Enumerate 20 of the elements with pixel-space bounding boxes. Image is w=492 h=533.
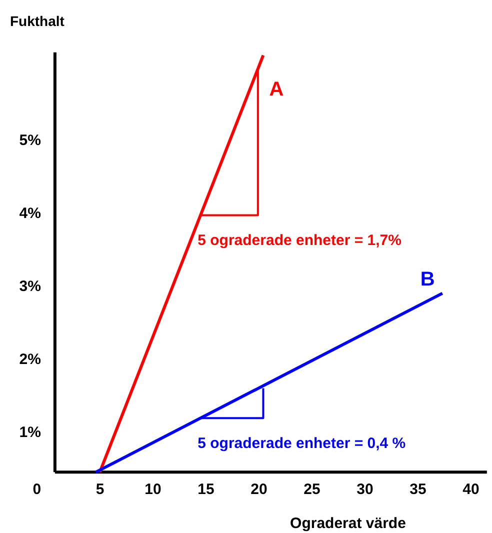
y-tick-label: 1% — [19, 424, 41, 441]
y-tick-label: 3% — [19, 278, 41, 295]
text: 0 — [32, 481, 42, 498]
x-tick-label: 10 — [144, 481, 162, 498]
annotation: 5 ograderade enheter = 1,7% — [198, 232, 402, 250]
x-tick-label: 35 — [410, 481, 426, 498]
x-tick-label: 30 — [356, 481, 374, 498]
x-tick-label: 15 — [198, 481, 214, 498]
series-label: B — [420, 268, 435, 290]
x-axis-title: Ograderat värde — [290, 515, 406, 532]
x-tick-label: 40 — [462, 481, 480, 498]
y-axis-title: Fukthalt — [10, 13, 65, 29]
series-label: A — [269, 78, 284, 100]
x-tick-label: 20 — [250, 481, 268, 498]
y-tick-label: 4% — [19, 205, 41, 222]
y-tick-label: 5% — [19, 132, 41, 149]
annotation: 5 ograderade enheter = 0,4 % — [198, 435, 406, 452]
y-tick-label: 2% — [19, 351, 41, 368]
x-tick-label: 5 — [96, 481, 104, 498]
x-tick-label: 25 — [304, 481, 320, 498]
